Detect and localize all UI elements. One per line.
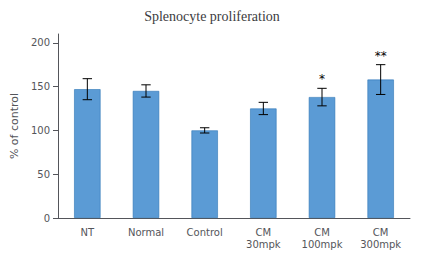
svg-text:100: 100 [31,125,50,136]
svg-text:% of control: % of control [8,93,21,159]
svg-text:CM: CM [314,227,330,238]
svg-text:300mpk: 300mpk [360,239,401,250]
svg-text:*: * [319,72,325,86]
svg-text:CM: CM [373,227,389,238]
svg-text:200: 200 [31,37,50,48]
svg-text:CM: CM [256,227,272,238]
svg-text:150: 150 [31,81,50,92]
svg-text:NT: NT [81,227,95,238]
svg-text:0: 0 [44,213,50,224]
svg-text:Splenocyte proliferation: Splenocyte proliferation [144,9,280,24]
svg-text:**: ** [375,49,387,63]
svg-text:100mpk: 100mpk [302,239,343,250]
svg-text:50: 50 [37,169,50,180]
svg-text:Normal: Normal [128,227,164,238]
svg-text:30mpk: 30mpk [246,239,281,250]
svg-text:Control: Control [187,227,223,238]
